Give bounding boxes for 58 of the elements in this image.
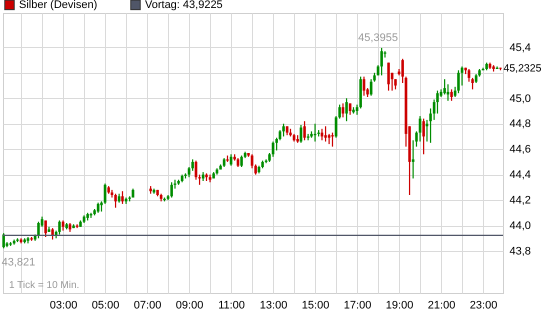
- y-tick-label: 44,8: [510, 118, 531, 130]
- candlestick: [460, 66, 464, 86]
- candlestick: [468, 68, 470, 82]
- x-tick-label: 23:00: [470, 300, 498, 312]
- candlestick: [362, 76, 366, 96]
- candlestick: [191, 158, 194, 172]
- candlestick: [104, 182, 106, 205]
- candlestick: [418, 115, 422, 142]
- x-tick-label: 13:00: [260, 300, 288, 312]
- candlestick: [170, 182, 173, 198]
- candlestick: [380, 47, 383, 76]
- candlestick: [370, 78, 372, 96]
- candlestick: [331, 132, 334, 148]
- candlestick: [121, 190, 124, 205]
- x-tick-label: 21:00: [428, 300, 456, 312]
- x-tick-label: 09:00: [176, 300, 204, 312]
- annotation: 45,3955: [358, 32, 398, 44]
- candlestick: [62, 220, 64, 232]
- y-tick-label: 45,4: [510, 42, 531, 54]
- candlestick: [457, 70, 460, 94]
- candlestick: [44, 220, 47, 238]
- y-tick-label: 45,0: [510, 92, 531, 105]
- y-tick-label: 44,6: [510, 144, 531, 156]
- candlestick: [230, 154, 232, 166]
- y-tick-label: 43,8: [510, 246, 531, 258]
- y-tick-label: 44,4: [510, 169, 531, 182]
- candlestick: [345, 98, 348, 122]
- legend-label: Vortag: 43,9225: [145, 0, 223, 11]
- candlestick: [342, 102, 344, 118]
- candlestick: [240, 154, 243, 168]
- candlestick: [58, 220, 61, 236]
- candlestick: [387, 62, 390, 92]
- annotation: 1 Tick = 10 Min.: [9, 280, 80, 291]
- candlestick: [96, 202, 100, 214]
- candlestick: [114, 193, 117, 208]
- x-tick-label: 19:00: [386, 300, 414, 312]
- x-tick-label: 15:00: [302, 300, 330, 312]
- x-tick-label: 05:00: [92, 300, 120, 312]
- y-tick-label: 44,2: [510, 194, 531, 207]
- annotation: 45,2325: [503, 62, 542, 75]
- x-tick-label: 03:00: [50, 300, 78, 312]
- candlestick: [422, 118, 425, 155]
- x-tick-label: 11:00: [218, 300, 245, 312]
- candlestick: [450, 88, 453, 102]
- candlestick: [300, 124, 302, 144]
- legend-label: Silber (Devisen): [19, 0, 98, 11]
- x-tick-label: 07:00: [134, 300, 162, 312]
- annotation: 43,821: [2, 256, 36, 268]
- candlestick: [328, 133, 330, 145]
- x-tick-label: 17:00: [344, 300, 372, 312]
- candlestick: [272, 140, 274, 158]
- candlestick: [282, 123, 285, 138]
- y-tick-label: 44,0: [510, 220, 531, 232]
- candlestick: [303, 120, 306, 141]
- candlestick: [320, 128, 324, 141]
- candlestick: [324, 126, 327, 142]
- candlestick: [394, 78, 397, 90]
- candlestick: [471, 77, 474, 90]
